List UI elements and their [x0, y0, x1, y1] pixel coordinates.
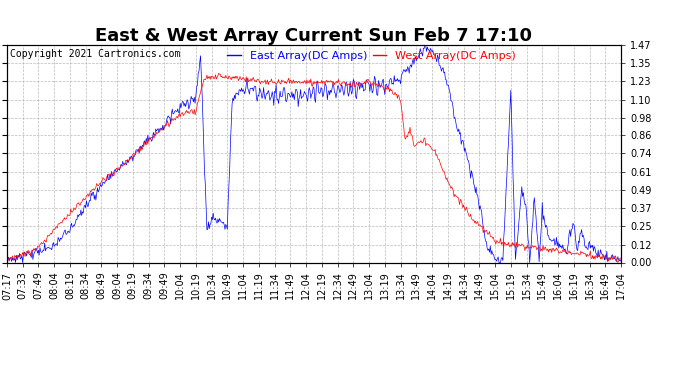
West Array(DC Amps)	[175, 111, 184, 116]
East Array(DC Amps)	[391, 79, 400, 84]
West Array(DC Amps)	[613, 260, 622, 265]
Line: West Array(DC Amps): West Array(DC Amps)	[7, 73, 621, 262]
West Array(DC Amps)	[256, 82, 264, 86]
Legend: East Array(DC Amps), West Array(DC Amps): East Array(DC Amps), West Array(DC Amps)	[228, 51, 515, 60]
Text: Copyright 2021 Cartronics.com: Copyright 2021 Cartronics.com	[10, 50, 180, 59]
East Array(DC Amps)	[255, 86, 264, 90]
West Array(DC Amps)	[215, 71, 223, 75]
East Array(DC Amps)	[124, 158, 132, 162]
West Array(DC Amps)	[617, 256, 625, 260]
West Array(DC Amps)	[3, 255, 11, 260]
West Array(DC Amps)	[392, 92, 400, 97]
Title: East & West Array Current Sun Feb 7 17:10: East & West Array Current Sun Feb 7 17:1…	[95, 27, 533, 45]
West Array(DC Amps)	[124, 158, 132, 162]
East Array(DC Amps)	[204, 227, 212, 232]
East Array(DC Amps)	[3, 260, 11, 265]
East Array(DC Amps)	[421, 43, 429, 48]
East Array(DC Amps)	[175, 111, 184, 115]
West Array(DC Amps)	[328, 79, 336, 83]
West Array(DC Amps)	[204, 76, 212, 81]
East Array(DC Amps)	[327, 90, 335, 94]
East Array(DC Amps)	[617, 257, 625, 262]
Line: East Array(DC Amps): East Array(DC Amps)	[7, 45, 621, 262]
